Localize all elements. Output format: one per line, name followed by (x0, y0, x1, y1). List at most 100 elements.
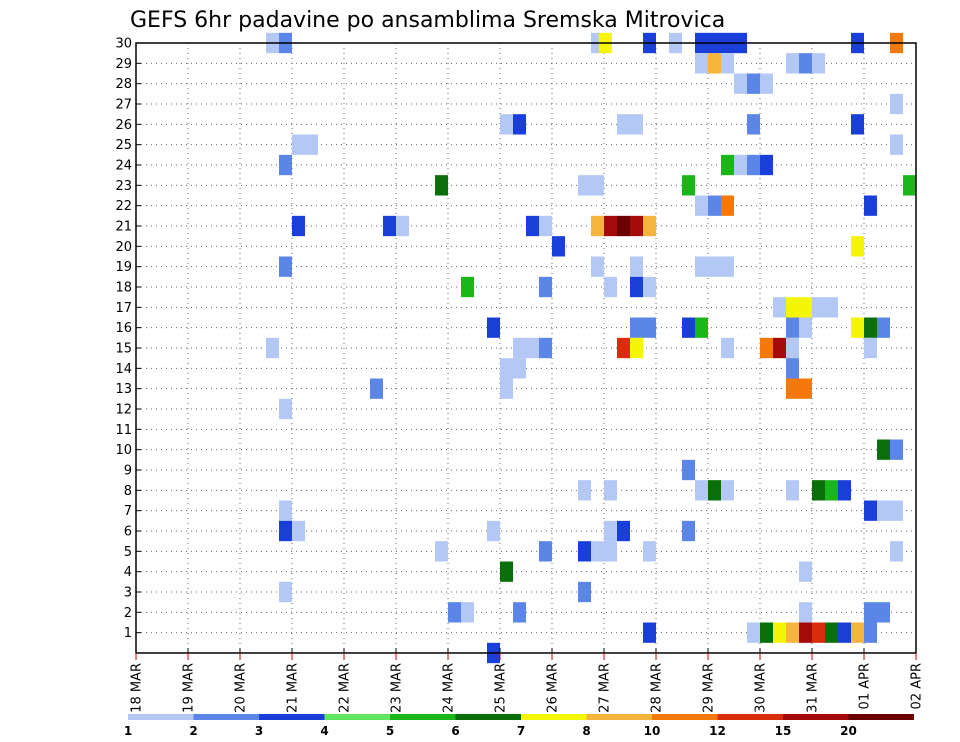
heatmap-cell (851, 317, 864, 338)
heatmap-cell (643, 317, 656, 338)
heatmap-cell (799, 297, 812, 318)
heatmap-cell (513, 602, 526, 623)
heatmap-cell (799, 602, 812, 623)
legend-label: 2 (189, 724, 197, 738)
heatmap-cell (305, 134, 318, 155)
heatmap-cell (864, 317, 877, 338)
heatmap-cell (487, 317, 500, 338)
heatmap-cell (682, 317, 695, 338)
color-legend: 1 2 3 4 5 6 7 8 10 12 15 20 (124, 714, 914, 738)
heatmap-cell (630, 256, 643, 277)
heatmap-cell (526, 337, 539, 359)
legend-label: 20 (840, 724, 857, 738)
heatmap-cell (760, 73, 773, 94)
heatmap-cell (695, 195, 708, 216)
heatmap-cell (786, 53, 799, 74)
heatmap-cell (760, 154, 773, 176)
y-tick-label: 24 (115, 159, 132, 174)
heatmap-cell (825, 297, 838, 318)
legend-swatch (128, 714, 194, 720)
heatmap-cell (643, 276, 656, 298)
y-tick-label: 25 (115, 138, 132, 153)
heatmap-cell (630, 337, 643, 359)
heatmap-cell (604, 541, 617, 562)
legend-label: 3 (255, 724, 263, 738)
x-tick-label: 20 MAR (234, 663, 249, 713)
chart-title: GEFS 6hr padavine po ansamblima Sremska … (130, 8, 725, 33)
y-tick-label: 14 (115, 362, 132, 377)
heatmap-cell (461, 276, 474, 298)
y-tick-label: 30 (115, 37, 132, 52)
heatmap-cell (630, 114, 643, 135)
heatmap-cell (864, 500, 877, 521)
heatmap-cell (617, 114, 630, 135)
heatmap-cell (682, 175, 695, 196)
y-tick-label: 7 (124, 504, 132, 519)
x-tick-label: 19 MAR (182, 663, 197, 713)
y-tick-label: 27 (115, 98, 132, 113)
heatmap-cell (279, 581, 292, 603)
heatmap-cell (578, 581, 591, 603)
heatmap-cell (292, 520, 305, 542)
heatmap-cell (747, 154, 760, 176)
heatmap-cell (786, 337, 799, 359)
heatmap-cell (812, 53, 825, 74)
legend-swatch (390, 714, 456, 720)
heatmap-cell (877, 500, 890, 521)
heatmap-cell (604, 480, 617, 501)
heatmap-cell (630, 317, 643, 338)
heatmap-cell (279, 520, 292, 542)
heatmap-cell (721, 256, 734, 277)
y-tick-label: 2 (124, 606, 132, 621)
heatmap-cell (487, 520, 500, 542)
heatmap-cell (734, 73, 747, 94)
heatmap-cell (539, 215, 552, 237)
heatmap-cell (799, 317, 812, 338)
y-tick-label: 28 (115, 77, 132, 92)
heatmap-cell (760, 337, 773, 359)
y-tick-label: 10 (115, 443, 132, 458)
heatmap-cell (825, 622, 838, 643)
heatmap-cell (448, 602, 461, 623)
y-tick-label: 9 (124, 464, 132, 479)
y-tick-label: 3 (124, 586, 132, 601)
x-tick-label: 21 MAR (286, 663, 301, 713)
y-tick-label: 1 (124, 626, 132, 641)
heatmap-cell (773, 337, 786, 359)
heatmap-cell (279, 154, 292, 176)
y-tick-label: 15 (115, 342, 132, 357)
heatmap-cell (708, 480, 721, 501)
heatmap-cell (435, 541, 448, 562)
heatmap-cell (773, 622, 786, 643)
heatmap-cell (435, 175, 448, 196)
y-tick-label: 20 (115, 240, 132, 255)
heatmap-cell (812, 480, 825, 501)
heatmap-cell (617, 215, 630, 237)
heatmap-cell (877, 439, 890, 460)
heatmap-cell (721, 154, 734, 176)
legend-label: 6 (451, 724, 459, 738)
heatmap-cell (695, 317, 708, 338)
heatmap-cell (851, 622, 864, 643)
heatmap-cell (396, 215, 409, 237)
legend-label: 5 (386, 724, 394, 738)
heatmap-cell (786, 622, 799, 643)
heatmap-cell (786, 297, 799, 318)
x-tick-label: 01 APR (858, 663, 873, 709)
legend-swatch (521, 714, 587, 720)
x-tick-label: 25 MAR (494, 663, 509, 713)
y-tick-label: 29 (115, 57, 132, 72)
legend-label: 7 (517, 724, 525, 738)
heatmap-cell (617, 520, 630, 542)
heatmap-cell (747, 73, 760, 94)
heatmap-cell (383, 215, 396, 237)
heatmap-cell (721, 337, 734, 359)
heatmap-cell (643, 215, 656, 237)
x-tick-label: 24 MAR (442, 663, 457, 713)
heatmap-cell (604, 520, 617, 542)
heatmap-cell (279, 256, 292, 277)
heatmap-cell (695, 256, 708, 277)
heatmap-cell (877, 602, 890, 623)
x-tick-label: 02 APR (910, 663, 925, 709)
